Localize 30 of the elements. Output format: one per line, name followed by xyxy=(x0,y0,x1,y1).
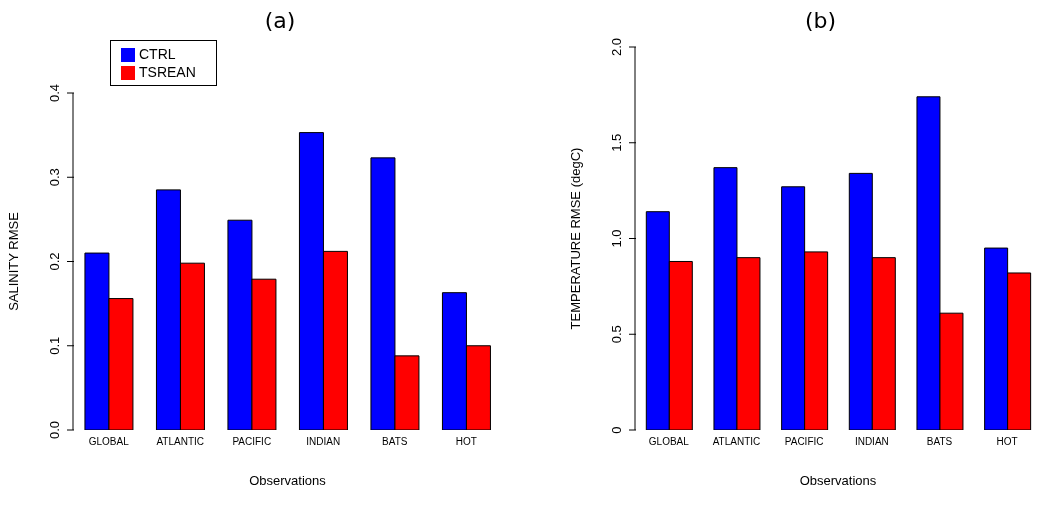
y-tick-label: 0.3 xyxy=(47,168,62,187)
x-tick-label: INDIAN xyxy=(306,436,341,448)
x-tick-label: PACIFIC xyxy=(232,436,272,448)
y-tick-label: 0.2 xyxy=(47,252,62,271)
x-tick-label: BATS xyxy=(926,436,953,448)
legend-label: CTRL xyxy=(139,46,176,62)
y-tick-label: 1.5 xyxy=(609,133,624,152)
y-tick-label: 0.4 xyxy=(47,83,62,103)
x-tick-label: PACIFIC xyxy=(784,436,824,448)
y-tick-label: 0.0 xyxy=(47,420,62,440)
x-axis-title: Observations xyxy=(249,473,327,488)
y-tick-label: 0 xyxy=(609,426,624,434)
y-tick-label: 0.1 xyxy=(47,336,62,355)
y-axis-title: SALINITY RMSE xyxy=(5,211,21,311)
x-tick-label: HOT xyxy=(996,436,1018,448)
legend-label: TSREAN xyxy=(139,64,196,80)
x-tick-label: BATS xyxy=(382,436,408,448)
chart-title: (b) xyxy=(803,8,838,35)
y-tick-label: 1.0 xyxy=(609,229,624,248)
x-tick-label: HOT xyxy=(455,436,477,448)
x-tick-label: GLOBAL xyxy=(88,436,130,448)
chart-title: (a) xyxy=(263,8,297,35)
x-tick-label: GLOBAL xyxy=(648,436,690,448)
x-tick-label: INDIAN xyxy=(854,436,889,448)
x-axis-title: Observations xyxy=(799,473,877,488)
y-tick-label: 0.5 xyxy=(609,325,624,344)
x-tick-label: ATLANTIC xyxy=(156,436,205,448)
y-tick-label: 2.0 xyxy=(609,37,624,57)
x-tick-label: ATLANTIC xyxy=(712,436,761,448)
y-axis-title: TEMPERATURE RMSE (degC) xyxy=(567,147,583,330)
